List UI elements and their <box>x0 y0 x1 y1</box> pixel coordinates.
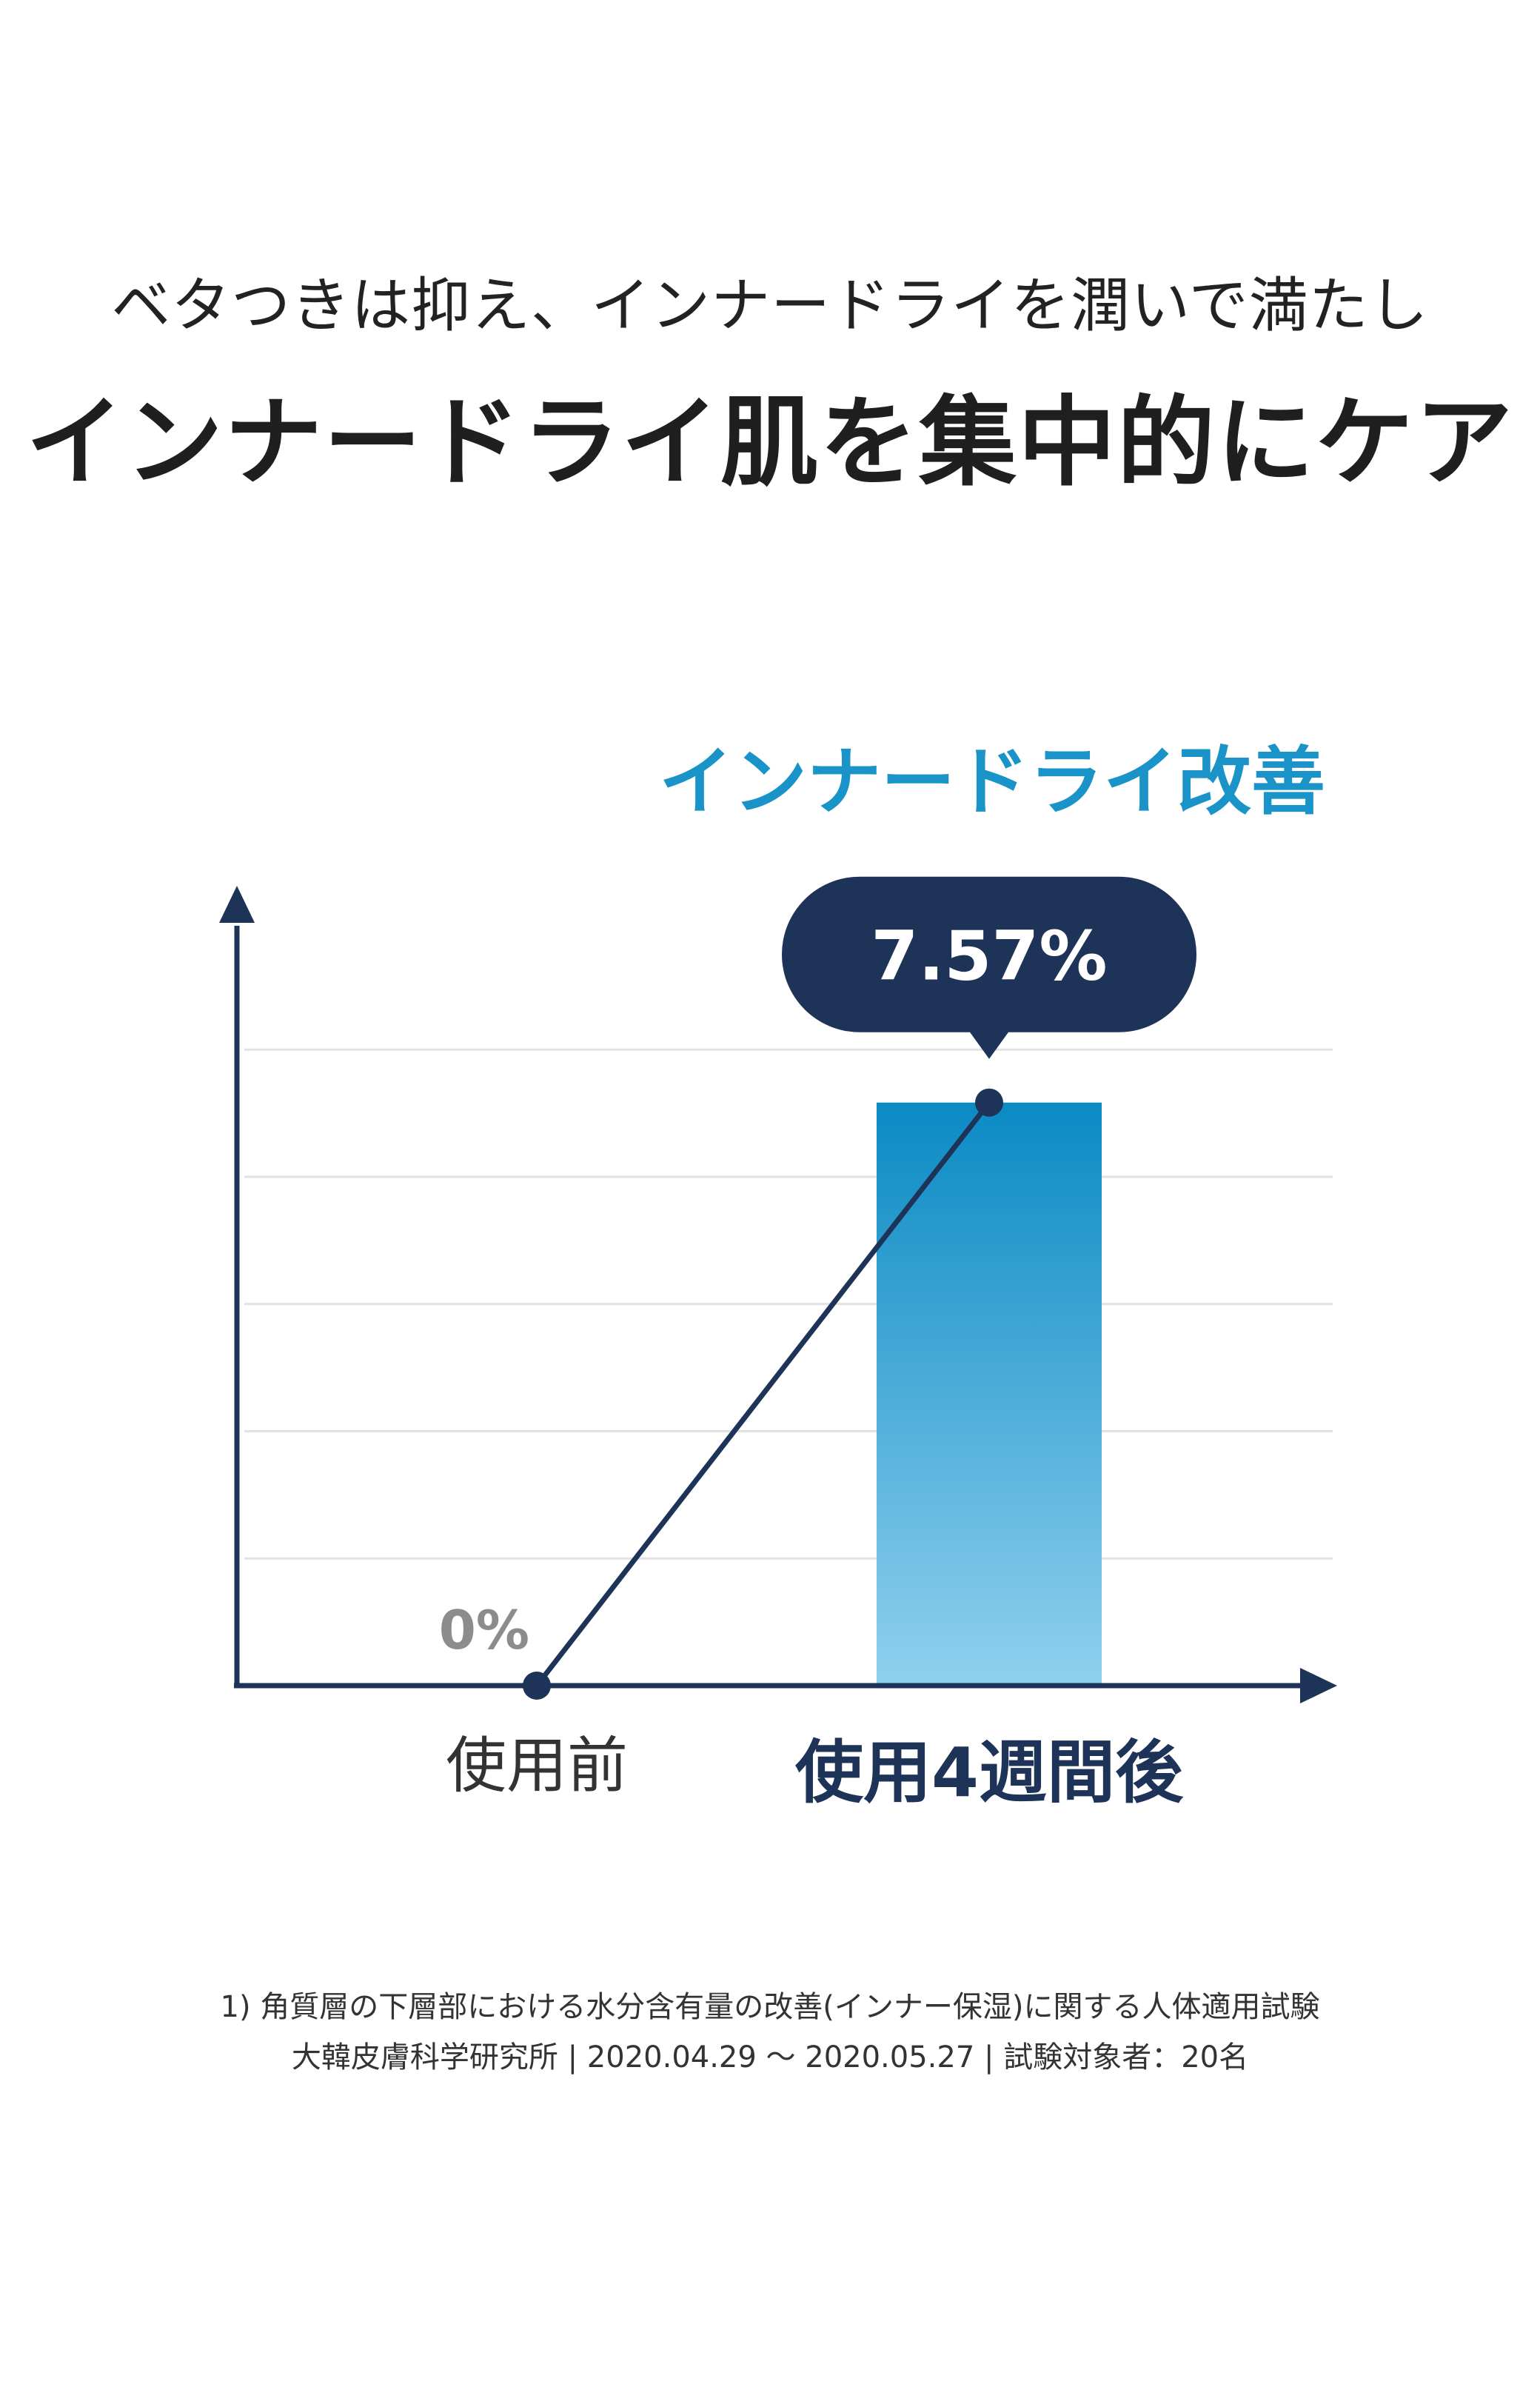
trend-line <box>535 1101 991 1688</box>
x-axis-arrow-icon <box>1300 1668 1337 1703</box>
page-title: インナードライ肌を集中的にケア <box>26 386 1514 500</box>
axes <box>219 886 1337 1703</box>
grid-lines <box>244 1048 1333 1560</box>
value-label-after: 7.57% <box>871 917 1107 996</box>
footnote-test-details: 大韓皮膚科学研究所 | 2020.04.29 ～ 2020.05.27 | 試験… <box>291 2040 1249 2074</box>
value-callout: 7.57% <box>782 876 1197 1059</box>
bar-after-4-weeks <box>877 1102 1102 1686</box>
category-label-after: 使用4週間後 <box>795 1733 1184 1812</box>
category-label-before: 使用前 <box>446 1731 628 1801</box>
chart-title: インナードライ改善 <box>659 738 1325 825</box>
value-label-before: 0% <box>439 1599 529 1661</box>
callout-bubble <box>782 876 1197 1059</box>
subtitle: ベタつきは抑え、インナードライを潤いで満たし <box>111 271 1429 340</box>
y-axis-arrow-icon <box>219 886 255 923</box>
data-point-after <box>975 1088 1003 1117</box>
footnote-test-description: 1) 角質層の下層部における水分含有量の改善(インナー保湿)に関する人体適用試験 <box>220 1990 1320 2024</box>
